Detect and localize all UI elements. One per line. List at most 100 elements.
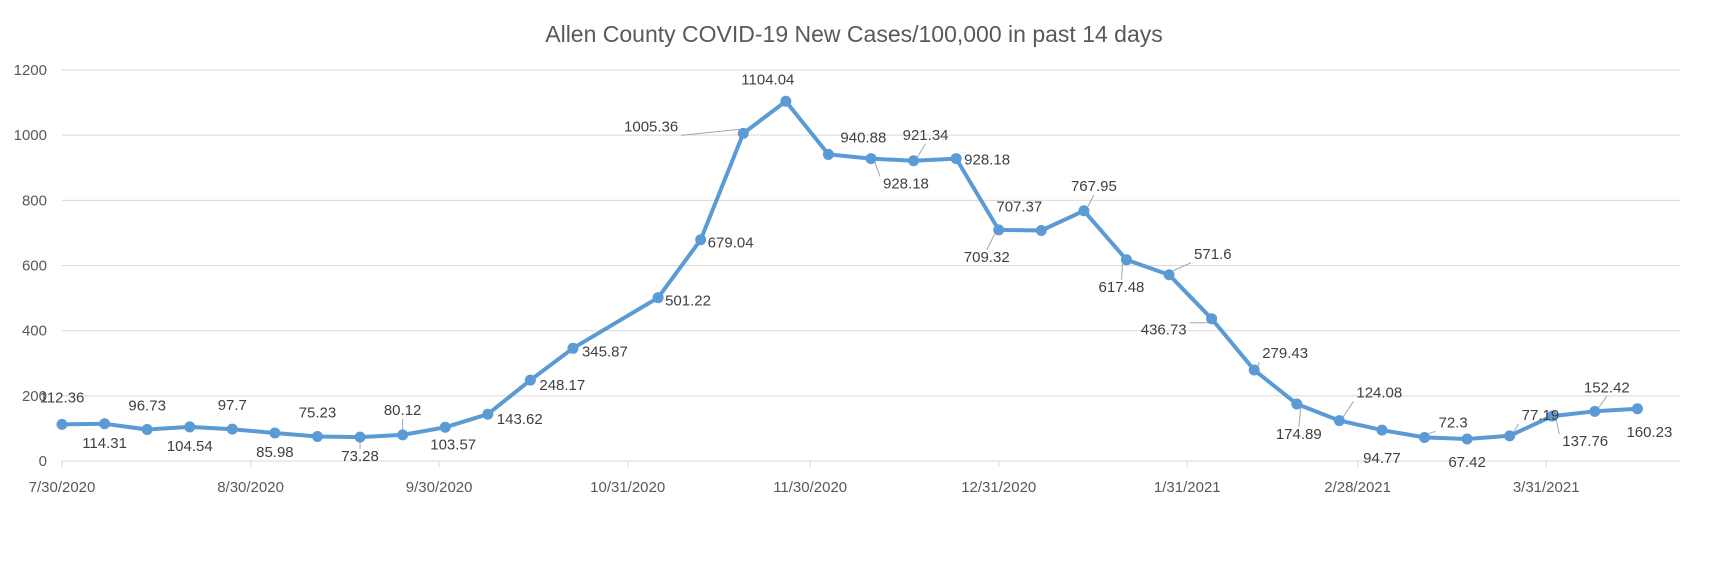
data-label: 928.18 [964, 152, 1010, 169]
data-label: 72.3 [1439, 414, 1468, 431]
label-leader-line [1428, 430, 1436, 434]
data-point [993, 224, 1005, 236]
data-point [1376, 424, 1388, 436]
data-label: 501.22 [665, 293, 711, 310]
data-label: 114.31 [82, 435, 127, 452]
data-point [567, 342, 579, 354]
data-label: 174.89 [1276, 426, 1322, 443]
data-label: 1104.04 [741, 71, 794, 88]
x-tick-label: 1/31/2021 [1154, 479, 1221, 496]
data-point [1035, 225, 1047, 237]
data-label: 104.54 [167, 438, 213, 455]
data-label: 709.32 [964, 249, 1010, 266]
y-tick-label: 1000 [14, 127, 47, 144]
y-tick-label: 200 [22, 388, 47, 405]
data-point [1589, 405, 1601, 417]
x-tick-label: 9/30/2020 [406, 479, 473, 496]
label-leader-line [1513, 423, 1520, 433]
x-tick-label: 11/30/2020 [773, 479, 847, 496]
data-label: 940.88 [840, 129, 886, 146]
data-label: 617.48 [1099, 279, 1145, 296]
data-point [397, 429, 409, 441]
data-point [524, 374, 536, 386]
data-point [184, 421, 196, 433]
data-point [439, 421, 451, 433]
data-label: 112.36 [40, 389, 85, 406]
data-label: 85.98 [256, 444, 294, 461]
data-point [950, 153, 962, 165]
data-point [1078, 205, 1090, 217]
label-leader-line [1120, 263, 1123, 280]
x-tick-label: 8/30/2020 [217, 479, 284, 496]
y-tick-label: 1200 [14, 62, 47, 79]
label-leader-line [1087, 194, 1095, 207]
data-label: 436.73 [1141, 322, 1187, 339]
data-label: 75.23 [299, 404, 337, 421]
data-label: 124.08 [1356, 385, 1402, 402]
data-point [269, 427, 281, 439]
data-point [99, 418, 111, 430]
y-tick-label: 400 [22, 323, 47, 340]
data-label: 921.34 [903, 127, 949, 144]
data-point [652, 292, 664, 304]
data-point [1504, 430, 1516, 442]
data-label: 94.77 [1363, 450, 1401, 467]
data-point [56, 418, 68, 430]
data-point [1120, 254, 1132, 266]
y-tick-label: 0 [39, 453, 47, 470]
chart-title: Allen County COVID-19 New Cases/100,000 … [545, 21, 1163, 47]
data-label: 1005.36 [624, 118, 678, 135]
data-label: 73.28 [341, 448, 379, 465]
y-tick-label: 800 [22, 192, 47, 209]
data-point [141, 423, 153, 435]
data-label: 160.23 [1626, 424, 1672, 441]
data-label: 67.42 [1448, 454, 1486, 471]
data-point [822, 148, 834, 160]
data-point [865, 153, 877, 165]
x-tick-label: 2/28/2021 [1324, 479, 1391, 496]
data-label: 103.57 [430, 436, 476, 453]
data-point [1248, 364, 1260, 376]
data-point [1419, 431, 1431, 443]
data-point [780, 95, 792, 107]
data-label: 77.19 [1522, 407, 1560, 424]
x-tick-label: 12/31/2020 [961, 479, 1036, 496]
data-point [311, 430, 323, 442]
label-leader-line [1257, 361, 1260, 367]
x-tick-label: 3/31/2021 [1513, 479, 1580, 496]
data-label: 279.43 [1262, 345, 1308, 362]
label-leader-line [917, 143, 927, 158]
data-label: 928.18 [883, 176, 929, 193]
data-label: 345.87 [582, 343, 628, 360]
label-leader-line [1342, 401, 1354, 417]
x-tick-label: 7/30/2020 [29, 479, 96, 496]
data-point [737, 127, 749, 139]
data-label: 97.7 [218, 397, 247, 414]
data-label: 80.12 [384, 402, 422, 419]
data-point [1163, 269, 1175, 281]
label-leader-line [1172, 262, 1192, 272]
data-label: 143.62 [497, 411, 543, 428]
data-label: 96.73 [128, 397, 166, 414]
data-label: 679.04 [708, 235, 754, 252]
label-leader-line [874, 162, 881, 177]
data-point [482, 408, 494, 420]
label-leader-line [1598, 396, 1608, 408]
data-point [354, 431, 366, 443]
data-label: 137.76 [1562, 433, 1608, 450]
label-leader-line [1555, 420, 1560, 435]
data-point [1333, 415, 1345, 427]
label-leader-line [1298, 407, 1302, 428]
data-point [226, 423, 238, 435]
data-label: 767.95 [1071, 178, 1117, 195]
data-point [1546, 410, 1558, 422]
data-label: 707.37 [996, 199, 1042, 216]
data-point [1461, 433, 1473, 445]
data-point [1291, 398, 1303, 410]
data-point [908, 155, 920, 167]
x-tick-label: 10/31/2020 [590, 479, 665, 496]
data-point [1206, 313, 1218, 325]
label-leader-line [986, 233, 996, 251]
